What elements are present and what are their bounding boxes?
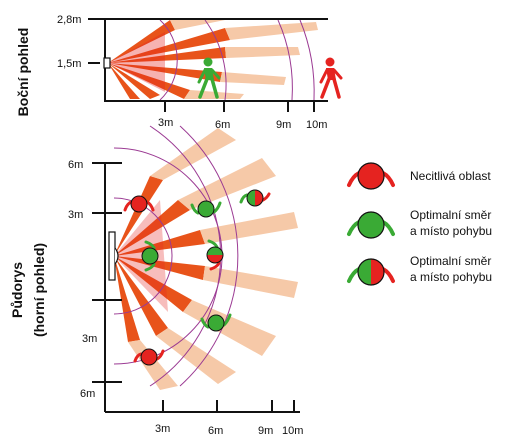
- top-sensor-lens: [114, 247, 119, 265]
- top-beam-7-far: [128, 340, 178, 390]
- person-marker-red-icon: [123, 195, 155, 213]
- top-beam-core: [114, 200, 168, 312]
- side-x-label-3m: 3m: [158, 117, 173, 129]
- top-y-label-6m-upper: 6m: [68, 159, 83, 171]
- side-x-label-10m: 10m: [306, 119, 327, 131]
- top-y-label-6m-lower: 6m: [80, 388, 95, 400]
- top-arc-10m: [179, 125, 239, 387]
- top-view-title-line2: (horní pohled): [31, 243, 47, 337]
- side-sensor: [103, 57, 111, 69]
- side-beam-5: [108, 63, 190, 99]
- side-beam-2-far: [225, 22, 318, 40]
- side-arc-6m: [204, 19, 227, 101]
- top-view-beams: [114, 128, 298, 390]
- top-view: Půdorys (horní pohled): [9, 125, 303, 437]
- side-x-label-6m: 6m: [215, 119, 230, 131]
- side-beam-1-far: [170, 20, 225, 30]
- legend-marker-red-icon: [347, 162, 395, 190]
- top-beam-2-near: [114, 200, 190, 256]
- top-beam-4-near: [114, 256, 205, 280]
- person-marker-green-icon: [141, 240, 159, 272]
- top-beam-6-far: [156, 328, 236, 384]
- side-beam-1: [108, 20, 175, 63]
- side-beam-6: [108, 63, 160, 99]
- side-view-title: Boční pohled: [15, 28, 31, 117]
- side-arc-9m: [277, 19, 293, 101]
- top-y-label-3m-upper: 3m: [68, 209, 83, 221]
- top-y-label-3m-lower: 3m: [82, 333, 97, 345]
- side-y-label-2-8: 2,8m: [57, 14, 81, 26]
- person-marker-green-icon: [190, 200, 222, 218]
- side-beam-3: [108, 47, 226, 63]
- top-x-label-9m: 9m: [258, 425, 273, 437]
- top-beam-3-near: [114, 230, 205, 256]
- top-beam-5-far: [183, 300, 276, 356]
- legend-item-optimal-split: Optimalní směr a místo pohybu: [347, 254, 492, 286]
- legend-item-optimal: Optimalní směr a místo pohybu: [347, 208, 492, 239]
- walking-person-red-icon: [319, 57, 343, 99]
- top-x-label-10m: 10m: [282, 425, 303, 437]
- person-marker-split-icon: [206, 239, 224, 271]
- side-beam-7: [108, 63, 140, 99]
- side-beam-core: [108, 32, 165, 92]
- top-beam-7-near: [114, 256, 140, 342]
- legend-marker-green-icon: [347, 211, 395, 239]
- top-beam-1-far: [150, 128, 236, 180]
- legend-label-3-line2: a místo pohybu: [410, 270, 492, 284]
- side-view-beams: [108, 20, 318, 99]
- side-beam-2: [108, 28, 230, 63]
- legend: Necitlivá oblast Optimalní směr a místo …: [347, 162, 492, 286]
- top-x-label-6m: 6m: [208, 425, 223, 437]
- side-beam-3-far: [225, 47, 300, 58]
- side-x-label-9m: 9m: [276, 119, 291, 131]
- top-beam-4-far: [203, 266, 298, 298]
- legend-label-1: Necitlivá oblast: [410, 169, 491, 183]
- top-beam-1-near: [114, 176, 163, 256]
- top-x-label-3m: 3m: [155, 423, 170, 435]
- person-marker-split-icon: [239, 189, 271, 207]
- walking-person-green-icon: [197, 57, 221, 99]
- legend-marker-split-icon: [347, 258, 395, 286]
- top-sensor: [108, 231, 116, 281]
- person-marker-green-icon: [200, 313, 232, 332]
- side-beam-4-far: [220, 72, 286, 85]
- side-arc-10m: [299, 19, 315, 101]
- side-arc-3m: [159, 19, 178, 101]
- top-view-title-line1: Půdorys: [9, 262, 25, 318]
- person-marker-red-icon: [133, 348, 165, 366]
- legend-label-2-line2: a místo pohybu: [410, 224, 492, 238]
- side-beam-4: [108, 63, 222, 82]
- top-beam-6-near: [114, 256, 168, 336]
- side-view: Boční pohled: [15, 14, 343, 131]
- top-beam-2-far: [178, 158, 276, 210]
- legend-label-3-line1: Optimalní směr: [410, 254, 491, 268]
- top-beam-3-far: [200, 212, 298, 244]
- legend-label-2-line1: Optimalní směr: [410, 208, 491, 222]
- legend-item-insensitive: Necitlivá oblast: [347, 162, 491, 190]
- top-beam-5-near: [114, 256, 192, 312]
- side-y-label-1-5: 1,5m: [57, 58, 81, 70]
